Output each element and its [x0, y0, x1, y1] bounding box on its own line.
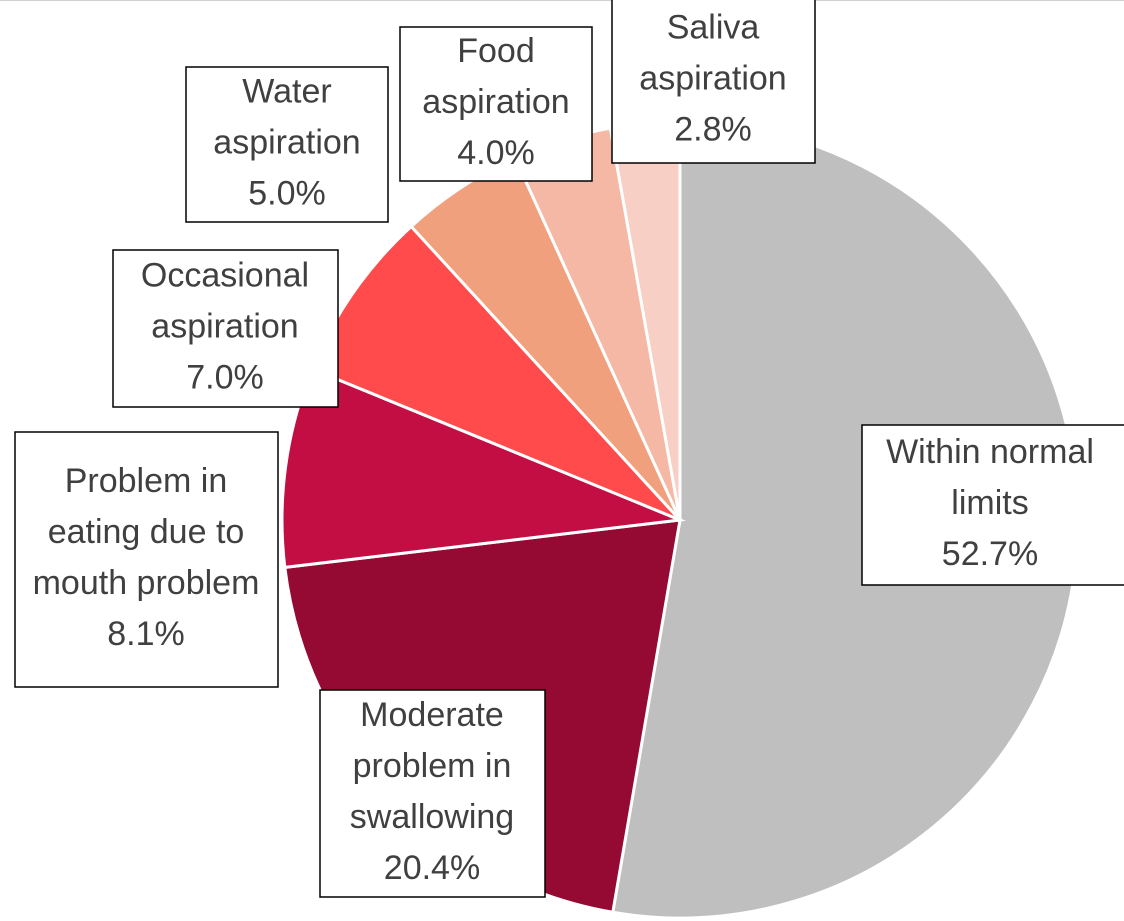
label-line: mouth problem [33, 564, 260, 602]
label-line: aspiration [213, 123, 360, 161]
data-label: Water aspiration 5.0% [185, 66, 389, 223]
value-label: 7.0% [186, 358, 264, 396]
label-line: Problem in [65, 462, 228, 500]
label-box [399, 26, 593, 182]
label-box [861, 424, 1124, 586]
data-label: Moderate problem in swallowing 20.4% [319, 689, 546, 898]
data-label: Problem in eating due to mouth problem 8.1% [14, 431, 279, 688]
category-label: Water aspiration [213, 72, 360, 161]
data-label: Occasional aspiration 7.0% [112, 249, 339, 408]
category-label: Food aspiration [422, 32, 569, 121]
label-line: aspiration [422, 83, 569, 121]
label-line: aspiration [151, 307, 298, 345]
value-label: 5.0% [248, 174, 326, 212]
label-line: Water [242, 72, 331, 110]
category-label: Saliva aspiration [639, 8, 786, 97]
label-line: aspiration [639, 59, 786, 97]
label-line: swallowing [350, 798, 514, 836]
value-label: 20.4% [384, 849, 480, 887]
label-box [611, 0, 816, 164]
label-line: Saliva [667, 8, 760, 46]
label-line: Food [457, 32, 535, 70]
category-label: Problem in eating due to mouth problem [33, 462, 260, 602]
label-line: Within normal [886, 433, 1094, 471]
data-label: Saliva aspiration 2.8% [611, 0, 816, 164]
value-label: 8.1% [107, 615, 185, 653]
label-box [185, 66, 389, 223]
category-label: Within normal limits [886, 433, 1094, 522]
label-line: Occasional [141, 256, 309, 294]
label-box [112, 249, 339, 408]
label-line: eating due to [48, 513, 245, 551]
data-label: Within normal limits 52.7% [861, 424, 1124, 586]
value-label: 4.0% [457, 134, 535, 172]
category-label: Occasional aspiration [141, 256, 309, 345]
label-line: Moderate [360, 696, 504, 734]
value-label: 2.8% [674, 110, 752, 148]
category-label: Moderate problem in swallowing [350, 696, 514, 836]
label-line: limits [951, 484, 1028, 522]
label-line: problem in [353, 747, 512, 785]
label-box [319, 689, 546, 898]
label-box [14, 431, 279, 688]
data-label: Food aspiration 4.0% [399, 26, 593, 182]
value-label: 52.7% [942, 535, 1038, 573]
